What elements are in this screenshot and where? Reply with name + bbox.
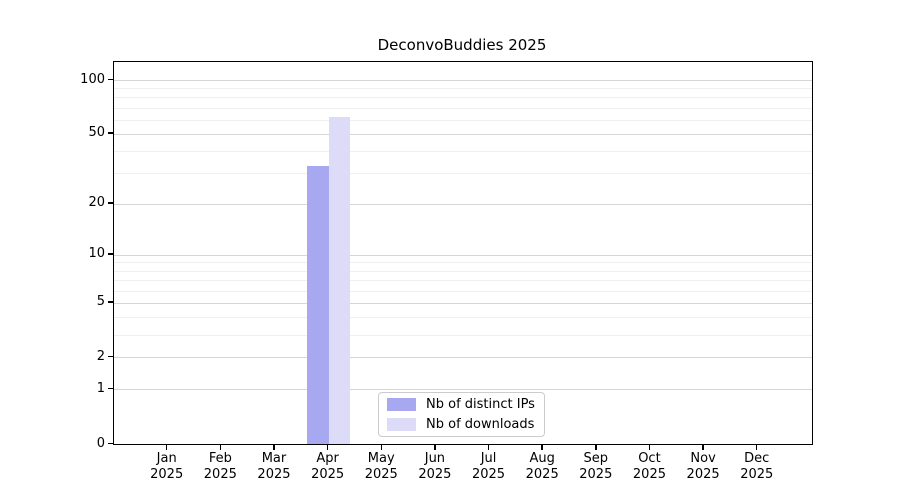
- x-tick-mark: [487, 444, 490, 450]
- minor-gridline: [114, 173, 812, 175]
- y-tick-mark: [108, 355, 113, 358]
- year-label: 2025: [150, 467, 184, 482]
- x-tick-mark: [434, 444, 436, 450]
- month-label: Feb: [208, 451, 232, 466]
- year-label: 2025: [579, 467, 613, 482]
- major-gridline: [114, 389, 812, 391]
- legend-item-downloads: Nb of downloads: [387, 417, 536, 432]
- minor-gridline: [114, 334, 812, 336]
- y-tick-mark: [108, 202, 113, 204]
- x-tick-label-dec: Dec 2025: [727, 451, 787, 483]
- month-label: Jun: [424, 451, 446, 466]
- legend-swatch-distinct-ips: [387, 398, 416, 411]
- x-tick-mark: [165, 444, 168, 450]
- legend: Nb of distinct IPs Nb of downloads: [378, 392, 545, 437]
- year-label: 2025: [740, 467, 774, 482]
- x-tick-label-sep: Sep 2025: [566, 451, 626, 483]
- month-label: Jan: [156, 451, 177, 466]
- y-tick-label: 2: [96, 348, 105, 364]
- legend-swatch-downloads: [387, 418, 416, 431]
- x-tick-label-nov: Nov 2025: [673, 451, 733, 483]
- month-label: May: [367, 451, 395, 466]
- major-gridline: [114, 80, 812, 81]
- x-tick-mark: [702, 444, 704, 450]
- minor-gridline: [114, 88, 812, 90]
- minor-gridline: [114, 107, 812, 109]
- month-label: Jul: [480, 451, 497, 466]
- x-tick-label-aug: Aug 2025: [512, 451, 572, 483]
- minor-gridline: [114, 290, 812, 292]
- legend-item-distinct-ips: Nb of distinct IPs: [387, 397, 536, 412]
- minor-gridline: [114, 119, 812, 121]
- year-label: 2025: [311, 467, 345, 482]
- major-gridline: [114, 357, 812, 359]
- legend-label-distinct-ips: Nb of distinct IPs: [426, 397, 535, 412]
- year-label: 2025: [686, 467, 720, 482]
- x-tick-mark: [755, 444, 758, 450]
- minor-gridline: [114, 279, 812, 281]
- year-label: 2025: [471, 467, 506, 482]
- minor-gridline: [114, 270, 812, 272]
- y-tick-mark: [108, 301, 113, 303]
- year-label: 2025: [203, 467, 237, 482]
- minor-gridline: [114, 97, 812, 99]
- x-tick-mark: [541, 444, 543, 450]
- x-tick-label-jul: Jul 2025: [459, 451, 519, 483]
- month-label: Oct: [638, 451, 661, 466]
- x-tick-mark: [595, 444, 597, 450]
- y-tick-mark: [108, 132, 113, 134]
- x-tick-label-mar: Mar 2025: [244, 451, 304, 483]
- x-tick-mark: [326, 444, 329, 450]
- major-gridline: [114, 133, 812, 135]
- x-tick-label-apr: Apr 2025: [298, 451, 358, 483]
- minor-gridline: [114, 262, 812, 264]
- year-label: 2025: [418, 467, 452, 482]
- year-label: 2025: [257, 467, 291, 482]
- major-gridline: [114, 302, 812, 304]
- x-tick-mark: [219, 444, 222, 450]
- x-tick-label-may: May 2025: [351, 451, 411, 483]
- x-tick-label-jun: Jun 2025: [405, 451, 465, 483]
- x-tick-label-oct: Oct 2025: [619, 451, 679, 483]
- y-tick-mark: [108, 387, 113, 390]
- month-label: Dec: [744, 451, 770, 466]
- y-tick-label: 1: [96, 380, 105, 396]
- month-label: Apr: [316, 451, 339, 466]
- y-tick-mark: [108, 253, 113, 255]
- legend-label-downloads: Nb of downloads: [426, 417, 535, 432]
- major-gridline: [114, 203, 812, 205]
- y-tick-label: 0: [96, 435, 105, 451]
- x-tick-mark: [648, 444, 651, 450]
- minor-gridline: [114, 151, 812, 153]
- bar-apr-distinct-ips: [306, 165, 329, 444]
- month-label: Sep: [583, 451, 609, 466]
- y-tick-mark: [108, 442, 113, 444]
- x-tick-mark: [273, 444, 275, 450]
- month-label: Aug: [529, 451, 555, 466]
- x-tick-label-feb: Feb 2025: [190, 451, 250, 483]
- major-gridline: [114, 254, 812, 256]
- year-label: 2025: [364, 467, 398, 482]
- year-label: 2025: [632, 467, 666, 482]
- x-tick-mark: [380, 444, 382, 450]
- y-tick-label: 10: [88, 246, 105, 262]
- month-label: Mar: [261, 451, 287, 466]
- bar-apr-downloads: [328, 117, 351, 444]
- y-tick-label: 100: [80, 71, 105, 87]
- y-tick-label: 5: [96, 294, 105, 310]
- year-label: 2025: [525, 467, 559, 482]
- minor-gridline: [114, 317, 812, 319]
- y-tick-mark: [108, 78, 113, 80]
- month-label: Nov: [690, 451, 716, 466]
- chart-title: DeconvoBuddies 2025: [377, 36, 547, 54]
- y-tick-label: 20: [88, 195, 105, 211]
- y-tick-label: 50: [88, 125, 105, 141]
- plot-area: [113, 61, 813, 445]
- x-tick-label-jan: Jan 2025: [137, 451, 197, 483]
